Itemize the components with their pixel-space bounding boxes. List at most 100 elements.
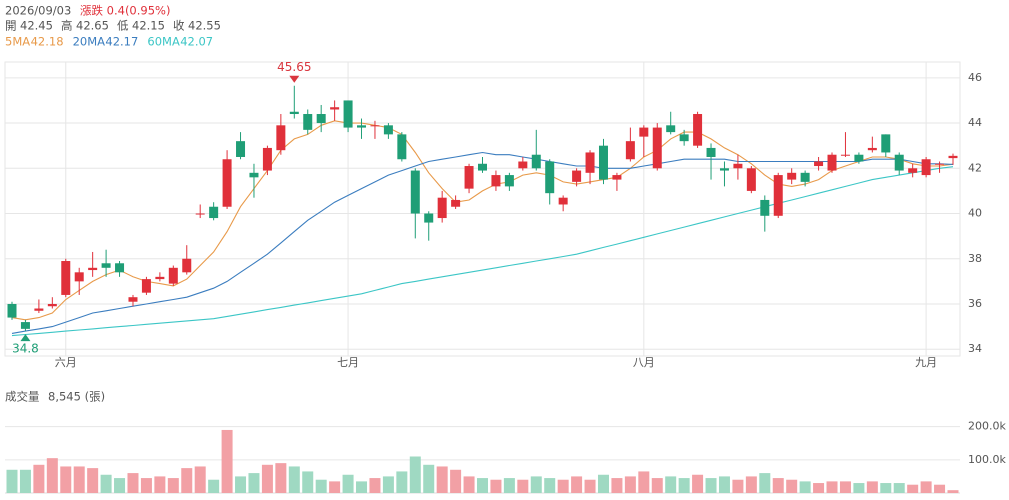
- candle-body: [182, 258, 192, 273]
- candle-body: [47, 303, 57, 307]
- candle-body: [894, 154, 904, 171]
- candle-body: [867, 147, 877, 151]
- volume-bar: [356, 481, 368, 493]
- candle-body: [666, 125, 676, 133]
- volume-bar: [745, 476, 757, 493]
- volume-bar: [342, 474, 354, 493]
- candle-body: [948, 155, 958, 159]
- ohlc-label: 低: [117, 19, 129, 33]
- volume-bar: [33, 464, 45, 493]
- ohlc-label: 高: [61, 19, 73, 33]
- volume-subtitle: 8,545 (張): [48, 390, 105, 404]
- volume-bar: [315, 479, 327, 493]
- volume-bar: [208, 479, 220, 493]
- volume-bar: [544, 478, 556, 493]
- candle-body: [491, 175, 501, 187]
- volume-bar: [275, 463, 287, 493]
- volume-bar: [261, 464, 273, 493]
- volume-bar: [732, 479, 744, 493]
- volume-bar: [6, 469, 18, 493]
- volume-bar: [167, 478, 179, 493]
- candle-body: [585, 152, 595, 173]
- ohlc-label: 收: [173, 19, 185, 33]
- candle-body: [881, 134, 891, 153]
- ohlc-value: 42.55: [188, 19, 221, 33]
- candle-body: [504, 175, 514, 187]
- candle-body: [733, 163, 743, 169]
- volume-bar: [557, 479, 569, 493]
- candle-body: [827, 154, 837, 171]
- volume-bar: [597, 474, 609, 493]
- candle-body: [209, 206, 219, 219]
- volume-bar: [759, 473, 771, 493]
- volume-bar: [87, 468, 99, 493]
- candle-body: [357, 125, 367, 128]
- volume-bar: [396, 471, 408, 493]
- volume-bar: [678, 478, 690, 493]
- volume-bar: [463, 476, 475, 493]
- annotation: 45.65: [277, 60, 311, 74]
- candle-body: [719, 168, 729, 171]
- volume-bar: [221, 429, 233, 493]
- candle-body: [155, 276, 165, 280]
- volume-bar: [100, 474, 112, 493]
- candle-body: [330, 107, 340, 110]
- candle-body: [424, 213, 434, 223]
- candle-body: [854, 154, 864, 162]
- candle-body: [908, 168, 918, 173]
- volume-bar: [692, 474, 704, 493]
- volume-bar: [786, 479, 798, 493]
- candle-body: [840, 154, 850, 156]
- y-tick-label: 100.0k: [968, 453, 1006, 466]
- ma-line: [11, 120, 954, 321]
- volume-bar: [839, 481, 851, 493]
- volume-bar: [665, 476, 677, 493]
- candle-body: [61, 261, 71, 295]
- volume-title: 成交量: [5, 390, 40, 404]
- volume-bar: [799, 481, 811, 493]
- volume-bar: [517, 479, 529, 493]
- candle-body: [572, 170, 582, 182]
- volume-bar: [46, 458, 58, 493]
- volume-bar: [624, 476, 636, 493]
- change: 漲跌 0.4(0.95%): [80, 4, 170, 18]
- volume-bar: [450, 469, 462, 493]
- volume-bar: [60, 466, 72, 493]
- volume-bar: [813, 483, 825, 493]
- candle-body: [545, 161, 555, 194]
- volume-bar: [19, 469, 31, 493]
- volume-bar: [114, 478, 126, 493]
- volume-bar: [140, 478, 152, 493]
- candle-body: [128, 297, 138, 302]
- volume-bar: [235, 476, 247, 493]
- candle-body: [195, 213, 205, 215]
- volume-bar: [382, 476, 394, 493]
- candle-body: [935, 163, 945, 165]
- volume-bar: [920, 481, 932, 493]
- candle-body: [410, 170, 420, 214]
- candle-body: [787, 172, 797, 180]
- y-tick-label: 200.0k: [968, 420, 1006, 433]
- volume-bar: [584, 479, 596, 493]
- candle-body: [518, 161, 528, 169]
- legend-name: 5MA: [5, 35, 30, 49]
- candle-body: [7, 303, 17, 318]
- date: 2026/09/03: [5, 4, 71, 18]
- candle-body: [141, 279, 151, 293]
- candle-body: [625, 141, 635, 160]
- candle-body: [598, 145, 608, 180]
- volume-bar: [934, 484, 946, 493]
- y-tick-label: 34: [968, 342, 982, 355]
- candle-body: [706, 147, 716, 157]
- legend-name: 20MA: [73, 35, 106, 49]
- volume-bar: [369, 478, 381, 493]
- volume-bar: [490, 479, 502, 493]
- volume-bar: [477, 478, 488, 493]
- volume-bar: [329, 481, 341, 493]
- candle-body: [679, 134, 689, 142]
- volume-bar: [772, 478, 784, 493]
- ohlc-label: 開: [5, 19, 17, 33]
- candle-body: [558, 197, 568, 205]
- x-tick-label: 七月: [337, 356, 359, 369]
